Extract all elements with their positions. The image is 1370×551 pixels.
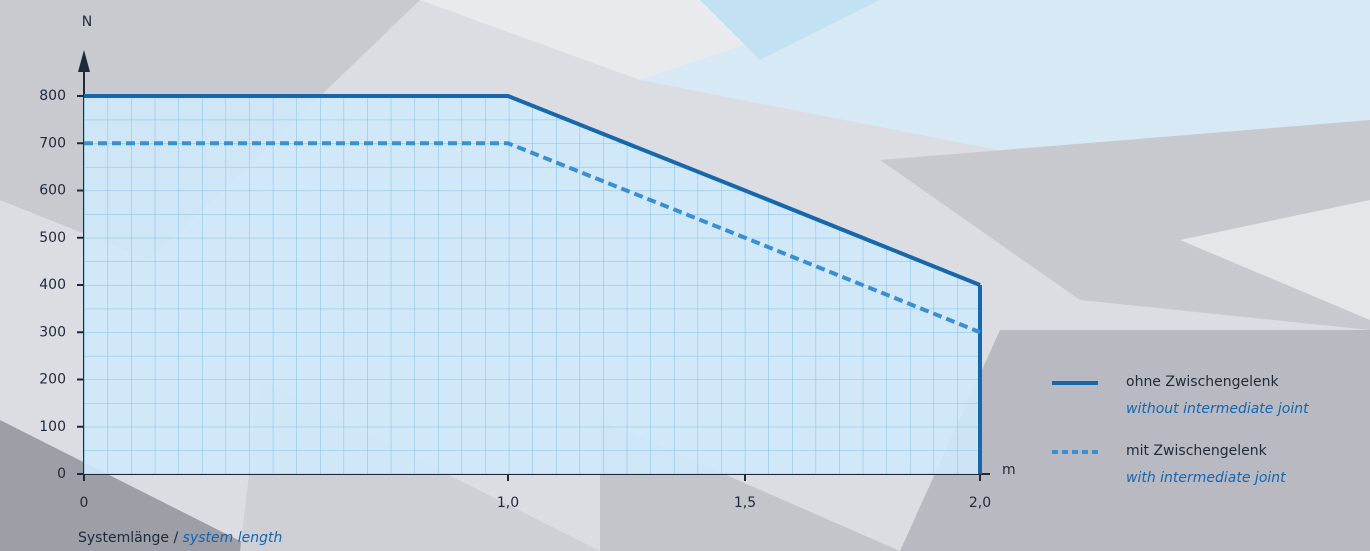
legend-label-en: with intermediate joint [1126,470,1286,486]
x-tick-label: 0 [80,495,89,511]
y-tick-label: 800 [39,88,66,104]
y-tick-label: 400 [39,277,66,293]
y-tick-label: 500 [39,230,66,246]
y-tick-label: 700 [39,135,66,151]
x-axis-title-de: Systemlänge / [78,530,178,546]
legend-label: mit Zwischengelenk [1126,443,1268,459]
y-axis-label: N [82,14,92,30]
y-tick-label: 600 [39,183,66,199]
x-axis-title: Systemlänge / system length [78,530,282,546]
y-tick-label: 100 [39,419,66,435]
series-line [84,94,981,287]
y-tick-label: 200 [39,372,66,388]
x-tick-label: 2,0 [969,495,991,511]
y-tick-label: 0 [57,466,66,482]
x-tick-label: 1,5 [734,495,756,511]
series-line [84,141,981,335]
x-axis-label: m [1002,462,1016,478]
legend-label-en: without intermediate joint [1126,401,1309,417]
y-tick-label: 300 [39,324,66,340]
x-tick-label: 1,0 [497,495,519,511]
x-axis-title-en: system length [183,530,283,546]
minor-grid [84,96,980,474]
y-axis-arrow [78,50,90,72]
legend-label: ohne Zwischengelenk [1126,374,1280,390]
